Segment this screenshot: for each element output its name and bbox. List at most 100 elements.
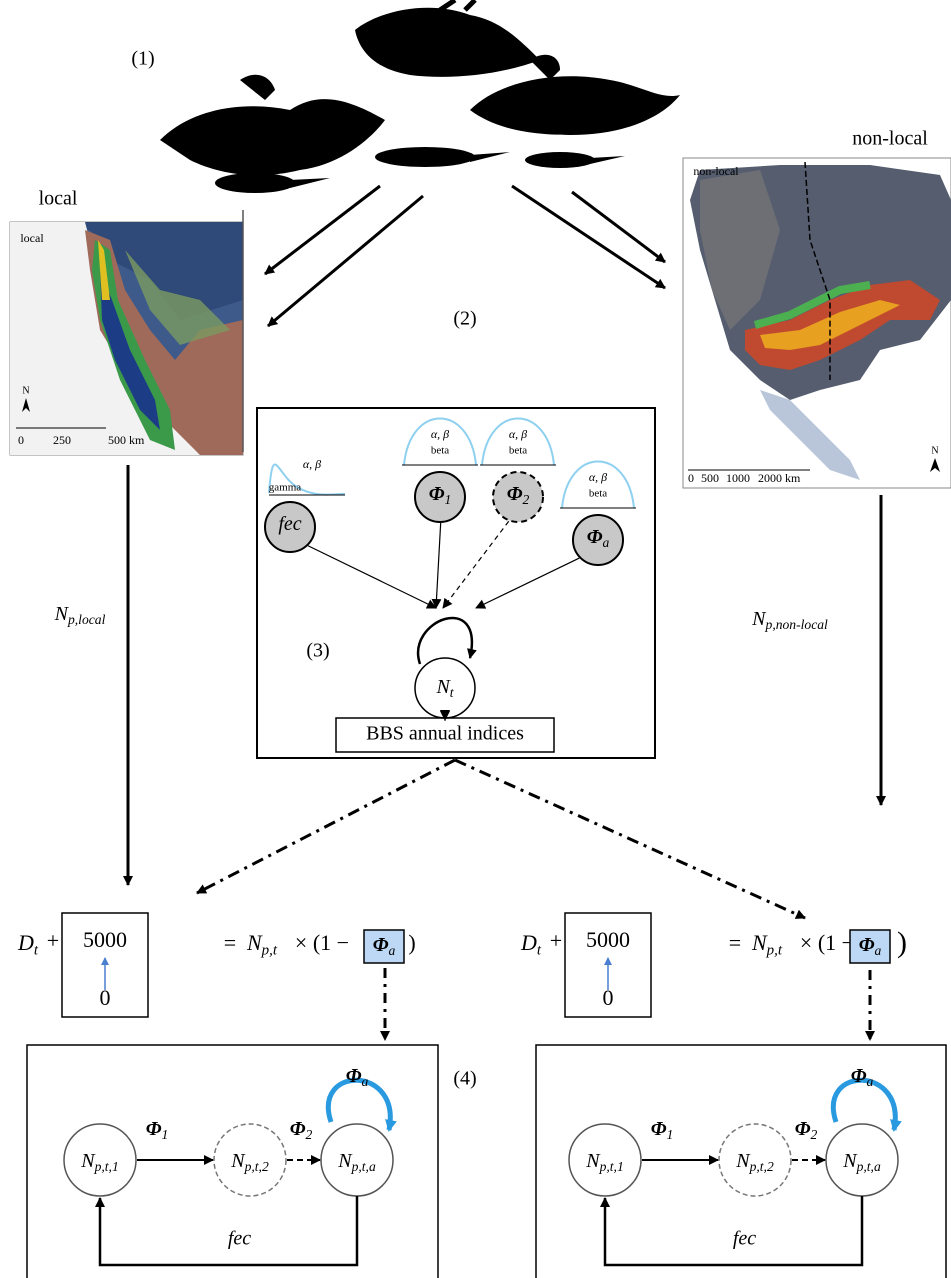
equation-lhs: Dt bbox=[17, 930, 39, 959]
autoregressive-loop bbox=[416, 616, 477, 665]
stage-label: Np,t,1 bbox=[585, 1150, 624, 1175]
math-base: Φ bbox=[507, 483, 523, 505]
stage-label: Np,t,a bbox=[337, 1150, 376, 1175]
transition-label: Φ2 bbox=[795, 1118, 818, 1143]
math-base: N bbox=[230, 1150, 246, 1172]
equation-close: ) bbox=[897, 926, 907, 959]
math-sub: p,t,2 bbox=[749, 1159, 774, 1174]
math-base: Φ bbox=[851, 1065, 867, 1087]
parameter-node bbox=[492, 471, 544, 523]
equation-phi: Φa bbox=[859, 934, 882, 959]
math-sub: p,non-local bbox=[765, 617, 829, 632]
math-sub: p,t,1 bbox=[94, 1159, 119, 1174]
panel-label: (4) bbox=[453, 1068, 476, 1090]
fecundity-arrow bbox=[600, 1196, 864, 1267]
matrix-box bbox=[535, 1044, 947, 1278]
survival-loop bbox=[326, 1077, 397, 1132]
math-base: N bbox=[585, 1150, 601, 1172]
math-base: Φ bbox=[651, 1118, 667, 1140]
fecundity-label: fec bbox=[733, 1228, 756, 1250]
equation-times: × (1 − bbox=[295, 930, 349, 955]
math-base: fec bbox=[278, 513, 301, 535]
math-base: N bbox=[735, 1150, 751, 1172]
prior-dist: beta bbox=[589, 488, 607, 500]
math-base: Φ bbox=[859, 934, 875, 956]
equation-lhs: Dt bbox=[520, 930, 542, 959]
scale-label: 500 km bbox=[108, 433, 145, 447]
stage-node bbox=[568, 1123, 642, 1197]
fecundity-label: fec bbox=[228, 1228, 251, 1250]
prior-params: α, β bbox=[589, 470, 607, 484]
math-sub: p,t bbox=[766, 943, 783, 959]
transition-label: Φ2 bbox=[290, 1118, 313, 1143]
math-base: D bbox=[17, 930, 34, 955]
local-map bbox=[9, 210, 244, 456]
scale-label: 2000 km bbox=[758, 471, 801, 485]
range-min: 0 bbox=[603, 985, 614, 1010]
panel-label: (2) bbox=[453, 308, 476, 330]
state-label: Nt bbox=[435, 676, 454, 701]
math-sub: 2 bbox=[810, 1127, 817, 1142]
math-sub: a bbox=[388, 943, 395, 958]
prior-curve bbox=[481, 417, 555, 466]
math-base: N bbox=[751, 608, 767, 630]
math-base: Φ bbox=[587, 526, 603, 548]
prior-params: α, β bbox=[431, 427, 449, 441]
math-sub: t bbox=[450, 685, 455, 700]
equation-phi: Φa bbox=[373, 934, 396, 959]
prior-dist: gamma bbox=[269, 482, 301, 494]
scale-label: 500 bbox=[701, 471, 719, 485]
transition-label: Φ1 bbox=[146, 1118, 169, 1143]
math-base: N bbox=[842, 1150, 858, 1172]
math-base: Φ bbox=[346, 1065, 362, 1087]
transition-label: Φa bbox=[851, 1065, 874, 1090]
panel-label: (3) bbox=[306, 640, 329, 662]
stage-node bbox=[718, 1123, 792, 1197]
dependency-arrow bbox=[475, 557, 580, 609]
math-sub: 2 bbox=[522, 492, 529, 507]
math-base: N bbox=[80, 1150, 96, 1172]
stage-node bbox=[213, 1123, 287, 1197]
map-inset-label: non-local bbox=[693, 164, 739, 178]
math-sub: 1 bbox=[666, 1127, 673, 1142]
north-label: N bbox=[931, 445, 938, 456]
scale-label: 250 bbox=[53, 433, 71, 447]
range-min: 0 bbox=[100, 985, 111, 1010]
phi-box bbox=[849, 929, 891, 964]
dependency-arrow bbox=[307, 545, 437, 609]
range-max: 5000 bbox=[586, 927, 630, 952]
math-base: Φ bbox=[290, 1118, 306, 1140]
parameter-label: Φa bbox=[587, 526, 610, 551]
parameter-node bbox=[414, 471, 466, 523]
equation-equals: = bbox=[729, 930, 741, 955]
math-sub: a bbox=[361, 1074, 368, 1089]
fecundity-arrow bbox=[95, 1196, 359, 1267]
north-label: N bbox=[22, 385, 29, 396]
map-title: non-local bbox=[852, 128, 928, 150]
range-box bbox=[61, 912, 149, 1018]
data-label: BBS annual indices bbox=[366, 723, 524, 745]
stage-node bbox=[63, 1123, 137, 1197]
parameter-label: Φ1 bbox=[429, 483, 452, 508]
equation-times: × (1 − bbox=[800, 930, 854, 955]
dependency-arrow bbox=[442, 520, 510, 609]
range-box bbox=[564, 912, 652, 1018]
parameter-node bbox=[264, 501, 316, 553]
transition-label: Φa bbox=[346, 1065, 369, 1090]
dispersal-arrows bbox=[264, 184, 666, 328]
math-sub: a bbox=[874, 943, 881, 958]
stage-label: Np,t,2 bbox=[735, 1150, 774, 1175]
bird-silhouettes bbox=[160, 0, 680, 193]
math-sub: p,t bbox=[261, 943, 278, 959]
math-base: N bbox=[54, 603, 70, 625]
equation-equals: = bbox=[224, 930, 236, 955]
prior-curve bbox=[268, 463, 346, 496]
math-base: Φ bbox=[429, 483, 445, 505]
parameter-label: Φ2 bbox=[507, 483, 530, 508]
math-base: Φ bbox=[373, 934, 389, 956]
flow-label: Np,local bbox=[54, 603, 106, 628]
math-sub: t bbox=[537, 943, 542, 959]
matrix-box bbox=[26, 1044, 439, 1278]
math-base: N bbox=[435, 676, 451, 698]
